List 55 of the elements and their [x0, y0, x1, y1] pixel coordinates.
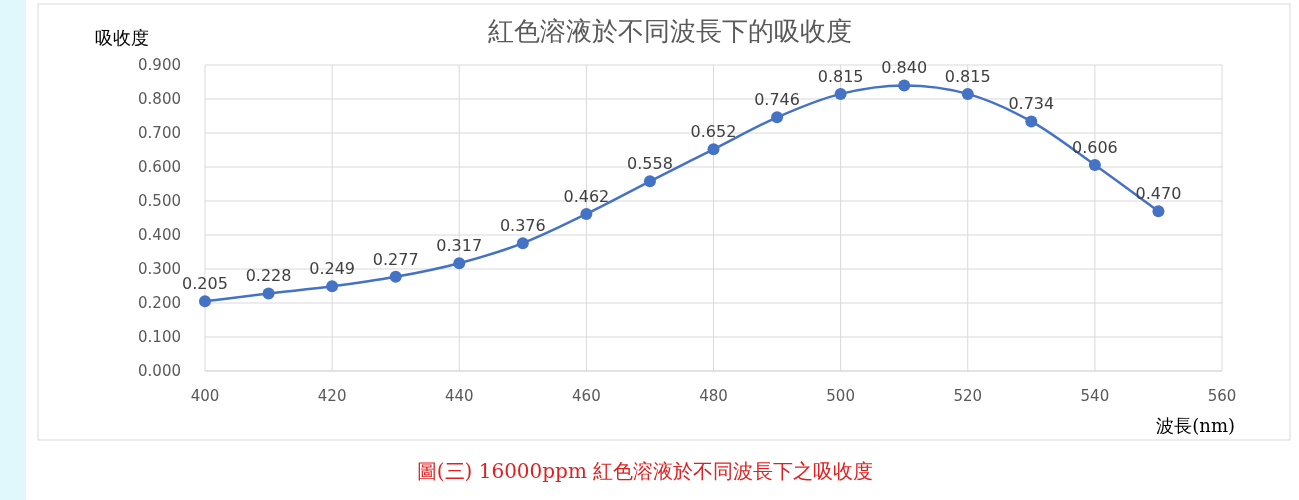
data-label: 0.606 [1071, 137, 1118, 157]
point [643, 175, 656, 188]
data-label: 0.734 [1008, 94, 1055, 114]
point [326, 280, 339, 293]
data-label: 0.249 [309, 259, 356, 279]
x-tick-label: 400 [190, 387, 220, 405]
x-tick-label: 440 [444, 387, 474, 405]
x-tick-label: 540 [1080, 387, 1110, 405]
x-tick-label: 480 [699, 387, 728, 405]
point [1088, 158, 1101, 171]
x-tick-label: 520 [953, 387, 983, 405]
y-tick-label: 0.500 [138, 192, 181, 210]
x-tick-label: 500 [826, 387, 855, 405]
x-axis-title: 波長(nm) [1156, 415, 1235, 436]
point [580, 207, 593, 220]
data-label: 0.317 [436, 236, 483, 256]
data-label: 0.205 [182, 274, 228, 294]
data-label: 0.815 [944, 66, 991, 86]
data-label: 0.376 [499, 216, 546, 236]
point [516, 237, 529, 250]
x-tick-label: 460 [572, 387, 601, 405]
y-tick-label: 0.000 [138, 362, 181, 380]
point [771, 111, 784, 124]
point [453, 257, 466, 270]
data-label: 0.470 [1135, 184, 1182, 204]
point [1025, 115, 1038, 128]
y-tick-label: 0.300 [138, 260, 181, 278]
y-tick-label: 0.900 [138, 56, 181, 74]
data-label: 0.840 [881, 58, 928, 78]
point [898, 79, 911, 92]
point [1152, 205, 1165, 218]
y-tick-label: 0.100 [138, 328, 181, 346]
data-label: 0.746 [754, 90, 800, 110]
point [961, 87, 974, 100]
y-tick-label: 0.200 [138, 294, 181, 312]
text: 圖(三) 16000ppm 紅色溶液於不同波長下之吸收度 [416, 459, 874, 483]
y-tick-label: 0.700 [138, 124, 181, 142]
point [199, 295, 211, 308]
data-label: 0.652 [690, 122, 737, 142]
point [707, 143, 720, 156]
x-tick-label: 560 [1207, 387, 1237, 405]
data-label: 0.558 [627, 154, 673, 174]
x-tick-label: 420 [317, 387, 347, 405]
point [262, 287, 275, 300]
point [389, 270, 402, 283]
y-axis-title: 吸收度 [95, 27, 149, 48]
data-label: 0.815 [817, 66, 864, 86]
y-tick-label: 0.800 [138, 90, 181, 108]
data-label: 0.277 [372, 249, 419, 269]
y-tick-label: 0.600 [138, 158, 181, 176]
data-label: 0.228 [245, 266, 292, 286]
point [834, 87, 847, 100]
y-tick-label: 0.400 [138, 226, 181, 244]
chart-title: 紅色溶液於不同波長下的吸收度 [488, 16, 852, 46]
data-label: 0.462 [563, 186, 610, 206]
